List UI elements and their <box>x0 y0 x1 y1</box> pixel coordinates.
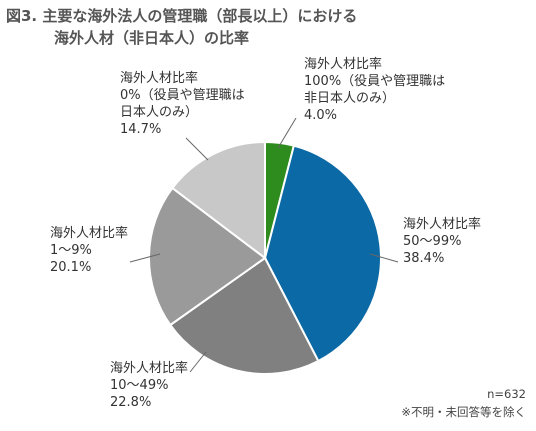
slice-category-label: 50～99% <box>403 234 461 249</box>
slice-labels: 海外人材比率 100%（役員や管理職は非日本人のみ） 4.0% 海外人材比率 50～99… <box>50 56 481 410</box>
slice-category-label: 100%（役員や管理職は <box>304 74 445 89</box>
leader-line-3 <box>189 351 207 373</box>
slice-category-label: 非日本人のみ） <box>304 91 395 106</box>
exclusion-note: ※不明・未回答等を除く <box>401 405 526 419</box>
slice-label-5: 海外人材比率 0%（役員や管理職は日本人のみ） 14.7% <box>120 70 245 137</box>
pie-slices <box>148 140 382 375</box>
chart-title: 図3. 主要な海外法人の管理職（部長以上）における 海外人材（非日本人）の比率 <box>6 5 357 49</box>
slice-category-label: 海外人材比率 <box>50 225 128 241</box>
slice-category-label: 海外人材比率 <box>403 216 481 232</box>
leader-line-4 <box>129 253 161 263</box>
leader-line-5 <box>185 137 209 161</box>
chart-title-line1: 図3. 主要な海外法人の管理職（部長以上）における <box>6 7 358 25</box>
slice-category-label: 海外人材比率 <box>304 56 382 72</box>
slice-category-label: 0%（役員や管理職は <box>120 88 245 103</box>
pie-slice-2 <box>263 144 382 363</box>
slice-value-label: 22.8% <box>110 395 151 410</box>
sample-size-note: n=632 <box>487 387 526 401</box>
slice-value-label: 14.7% <box>120 122 161 137</box>
slice-value-label: 20.1% <box>50 260 91 275</box>
slice-label-3: 海外人材比率 10～49% 22.8% <box>110 360 188 410</box>
leader-lines <box>129 117 399 373</box>
chart-notes: n=632 ※不明・未回答等を除く <box>401 385 526 421</box>
leader-line-1 <box>277 117 297 149</box>
pie-slice-5 <box>171 140 266 261</box>
slice-value-label: 4.0% <box>304 108 337 123</box>
slice-category-label: 1～9% <box>50 243 92 258</box>
pie-slice-4 <box>148 186 267 327</box>
slice-category-label: 海外人材比率 <box>120 70 198 86</box>
slice-label-4: 海外人材比率 1～9% 20.1% <box>50 225 128 275</box>
slice-label-1: 海外人材比率 100%（役員や管理職は非日本人のみ） 4.0% <box>304 56 445 123</box>
slice-label-2: 海外人材比率 50～99% 38.4% <box>403 216 481 266</box>
slice-category-label: 海外人材比率 <box>110 360 188 376</box>
pie-slice-3 <box>168 256 320 375</box>
chart-title-line2: 海外人材（非日本人）の比率 <box>54 29 250 47</box>
leader-line-2 <box>369 253 399 263</box>
slice-category-label: 日本人のみ） <box>120 105 198 120</box>
slice-category-label: 10～49% <box>110 378 168 393</box>
slice-value-label: 38.4% <box>403 251 444 266</box>
